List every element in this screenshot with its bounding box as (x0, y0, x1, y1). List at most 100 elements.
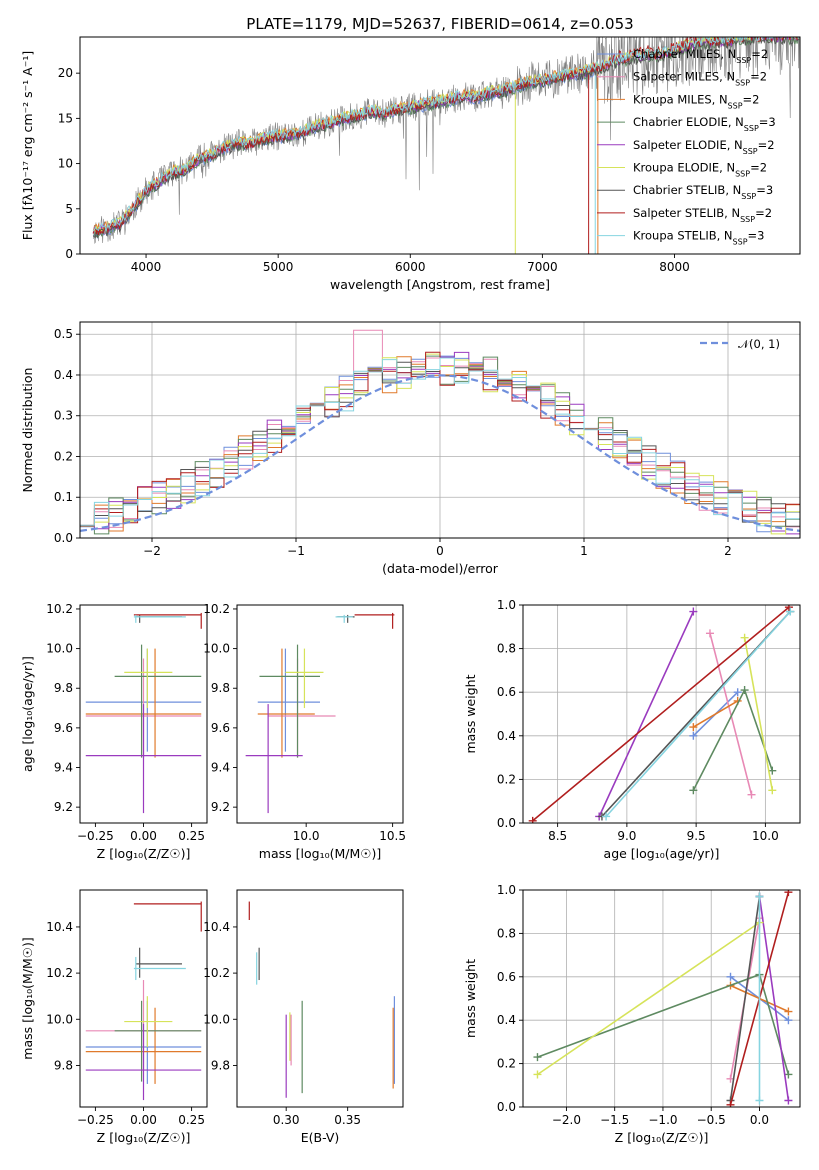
series-salpeter_stelib (528, 605, 793, 823)
legend-entry: Chabrier ELODIE, NSSP=3 (633, 115, 776, 133)
series-line (729, 896, 761, 1101)
legend-text: =2 (751, 47, 768, 61)
x-tick-label: 5000 (263, 260, 294, 274)
series-line (709, 633, 753, 795)
y-tick-label: 10.2 (203, 602, 230, 616)
panel-1: 4000 5000 6000 7000 8000 0 5 10 15 20 wavelength [… (20, 36, 801, 292)
x-tick-label: 8.5 (548, 829, 567, 843)
x-tick-label: −1.0 (648, 1113, 677, 1127)
x-tick-label: 0.30 (273, 1113, 300, 1127)
series-marker (784, 890, 793, 897)
legend-text: Kroupa MILES, N (633, 92, 728, 106)
x-tick-label: 8000 (659, 260, 690, 274)
legend-subscript: SSP (733, 237, 748, 246)
series-line (532, 606, 790, 822)
x-tick-label: 10.0 (293, 829, 320, 843)
series-marker (755, 892, 764, 901)
legend-text: =2 (758, 138, 775, 152)
legend-subscript: SSP (728, 101, 743, 110)
point-kroupa_elodie (124, 648, 173, 709)
x-tick-label: 9.0 (617, 829, 636, 843)
legend-subscript: SSP (735, 169, 750, 178)
y-axis-label: Normed distribution (20, 368, 35, 493)
y-axis-label: mass weight (463, 959, 478, 1038)
legend-text: =3 (756, 183, 773, 197)
y-tick-label: 1.0 (497, 883, 516, 897)
y-tick-label: 10.0 (203, 642, 230, 656)
y-tick-label: 0.3 (54, 409, 73, 423)
legend-subscript: SSP (743, 146, 758, 155)
axes-frame (522, 604, 801, 824)
series-marker (740, 686, 749, 695)
panel-7: 0.30 0.35 9.8 10.0 10.2 10.4 E(B-V) (203, 889, 404, 1145)
series-marker (533, 1070, 542, 1079)
series-marker (726, 1100, 735, 1107)
legend-text: Salpeter MILES, N (633, 70, 735, 84)
model-spectrum-salpeter_stelib (92, 37, 798, 236)
y-axis-label: age [log₁₀(age/yr)] (20, 656, 35, 772)
legend-entry: Kroupa ELODIE, NSSP=2 (633, 161, 767, 179)
x-tick-label: −0.25 (77, 829, 114, 843)
series-marker (689, 731, 698, 740)
x-tick-label: 0.00 (130, 829, 157, 843)
y-tick-label: 9.2 (54, 800, 73, 814)
panel-2: −2 −1 0 1 2 0.0 0.1 0.2 0.3 0.4 0.5 (data-model)/er… (20, 321, 801, 576)
legend-text: =2 (750, 161, 767, 175)
y-tick-label: 0.0 (497, 816, 516, 830)
panel-6: −0.25 0.00 0.25 9.8 10.0 10.2 10.4 Z [log₁₀(Z/Z… (20, 889, 208, 1145)
series-marker (768, 786, 777, 795)
point-chabrier_elodie (259, 644, 320, 758)
x-tick-label: 6000 (395, 260, 426, 274)
y-tick-label: 0.6 (497, 970, 516, 984)
x-tick-label: 10.5 (379, 829, 406, 843)
plot-layer (533, 890, 793, 1107)
series-marker (740, 633, 749, 642)
series-marker (755, 1096, 764, 1105)
x-axis-label: mass [log₁₀(M/M☉)] (259, 846, 381, 861)
panel-8: −2.0 −1.5 −1.0 −0.5 0.0 0.0 0.2 0.4 0.6 0.8 1.0 Z [… (463, 883, 801, 1145)
series-line (692, 700, 739, 728)
x-tick-label: −1 (287, 544, 305, 558)
legend-entry: Kroupa MILES, NSSP=2 (633, 92, 759, 110)
y-tick-label: 10.2 (46, 966, 73, 980)
panel-5: 8.5 9.0 9.5 10.0 0.0 0.2 0.4 0.6 0.8 1.0 age [log₁… (463, 598, 801, 861)
y-tick-label: 5 (65, 202, 73, 216)
x-tick-label: 9.5 (687, 829, 706, 843)
y-tick-label: 9.2 (211, 800, 230, 814)
legend-text: =3 (748, 229, 765, 243)
x-tick-label: 0.25 (178, 829, 205, 843)
y-tick-label: 10.2 (46, 602, 73, 616)
x-axis-label: E(B-V) (301, 1130, 340, 1145)
legend-text: Kroupa ELODIE, N (633, 161, 735, 175)
series-marker (784, 1070, 793, 1079)
series-marker (602, 812, 611, 821)
point-kroupa_miles (257, 648, 315, 758)
x-axis-label: Z [log₁₀(Z/Z☉)] (97, 846, 191, 861)
series-marker (768, 766, 777, 775)
model-spectrum-kroupa_elodie (92, 37, 799, 233)
legend-text: =2 (755, 206, 772, 220)
y-tick-label: 0.8 (497, 926, 516, 940)
panel-3: −0.25 0.00 0.25 9.2 9.4 9.6 9.8 10.0 10.2 Z [log₁… (20, 602, 208, 861)
y-tick-label: 1.0 (497, 598, 516, 612)
y-tick-label: 9.8 (54, 1058, 73, 1072)
legend-text: Chabrier MILES, N (633, 47, 736, 61)
y-tick-label: 15 (58, 111, 73, 125)
y-tick-label: 10.4 (203, 920, 230, 934)
model-spectrum-kroupa_stelib (92, 37, 799, 232)
series-marker (784, 1016, 793, 1025)
series-line (758, 896, 790, 1101)
y-tick-label: 9.6 (211, 721, 230, 735)
point-salpeter_stelib (354, 612, 395, 629)
series-marker (733, 688, 742, 697)
series-salpeter_elodie (595, 607, 698, 821)
y-tick-label: 10.0 (46, 1012, 73, 1026)
point-salpeter_elodie (85, 1023, 202, 1101)
point-chabrier_stelib (135, 947, 182, 978)
x-tick-label: 4000 (131, 260, 162, 274)
plot-layer (80, 329, 800, 535)
legend-text: =2 (743, 92, 760, 106)
series-marker (689, 607, 698, 616)
y-tick-label: 0.4 (497, 1013, 516, 1027)
